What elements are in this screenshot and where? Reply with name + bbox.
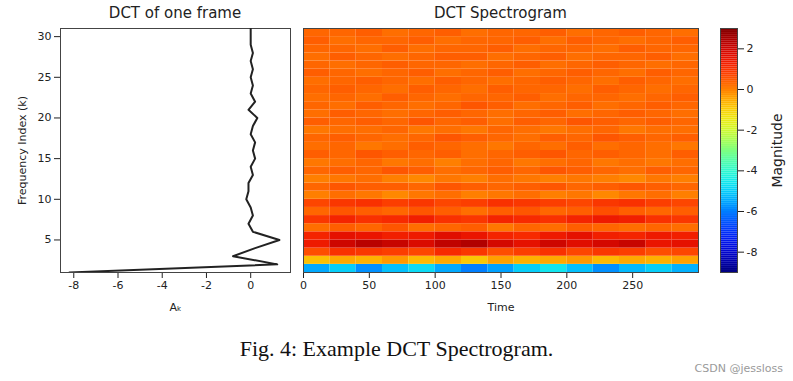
svg-text:Time: Time: [487, 301, 515, 314]
svg-text:-6: -6: [113, 279, 124, 292]
svg-text:0: 0: [300, 279, 307, 292]
svg-text:0: 0: [747, 83, 754, 96]
svg-text:100: 100: [425, 279, 446, 292]
html-text:DCT of one frame: DCT of one frame: [108, 4, 242, 22]
svg-text:10: 10: [38, 193, 52, 206]
svg-text:50: 50: [362, 279, 376, 292]
svg-text:-8: -8: [747, 246, 758, 259]
svg-text:Magnitude: Magnitude: [769, 113, 785, 187]
svg-text:-2: -2: [747, 124, 758, 137]
svg-text:25: 25: [38, 71, 52, 84]
svg-text:2: 2: [747, 42, 754, 55]
svg-text:250: 250: [622, 279, 643, 292]
html-text:DCT Spectrogram: DCT Spectrogram: [434, 4, 567, 22]
svg-text:-4: -4: [157, 279, 168, 292]
svg-text:15: 15: [38, 152, 52, 165]
html-text:CSDN @jessloss: CSDN @jessloss: [694, 362, 783, 375]
svg-text:Aₖ: Aₖ: [169, 301, 181, 314]
svg-text:30: 30: [38, 30, 52, 43]
svg-text:150: 150: [491, 279, 512, 292]
svg-text:-4: -4: [747, 164, 758, 177]
svg-text:-6: -6: [747, 205, 758, 218]
svg-text:200: 200: [556, 279, 577, 292]
svg-text:-8: -8: [68, 279, 79, 292]
svg-text:Frequency Index (k): Frequency Index (k): [16, 96, 29, 205]
svg-text:20: 20: [38, 111, 52, 124]
svg-text:0: 0: [247, 279, 254, 292]
html-text:Fig. 4: Example DCT Spectrogra: Fig. 4: Example DCT Spectrogram.: [239, 336, 554, 361]
svg-text:5: 5: [45, 233, 52, 246]
svg-text:-2: -2: [201, 279, 212, 292]
